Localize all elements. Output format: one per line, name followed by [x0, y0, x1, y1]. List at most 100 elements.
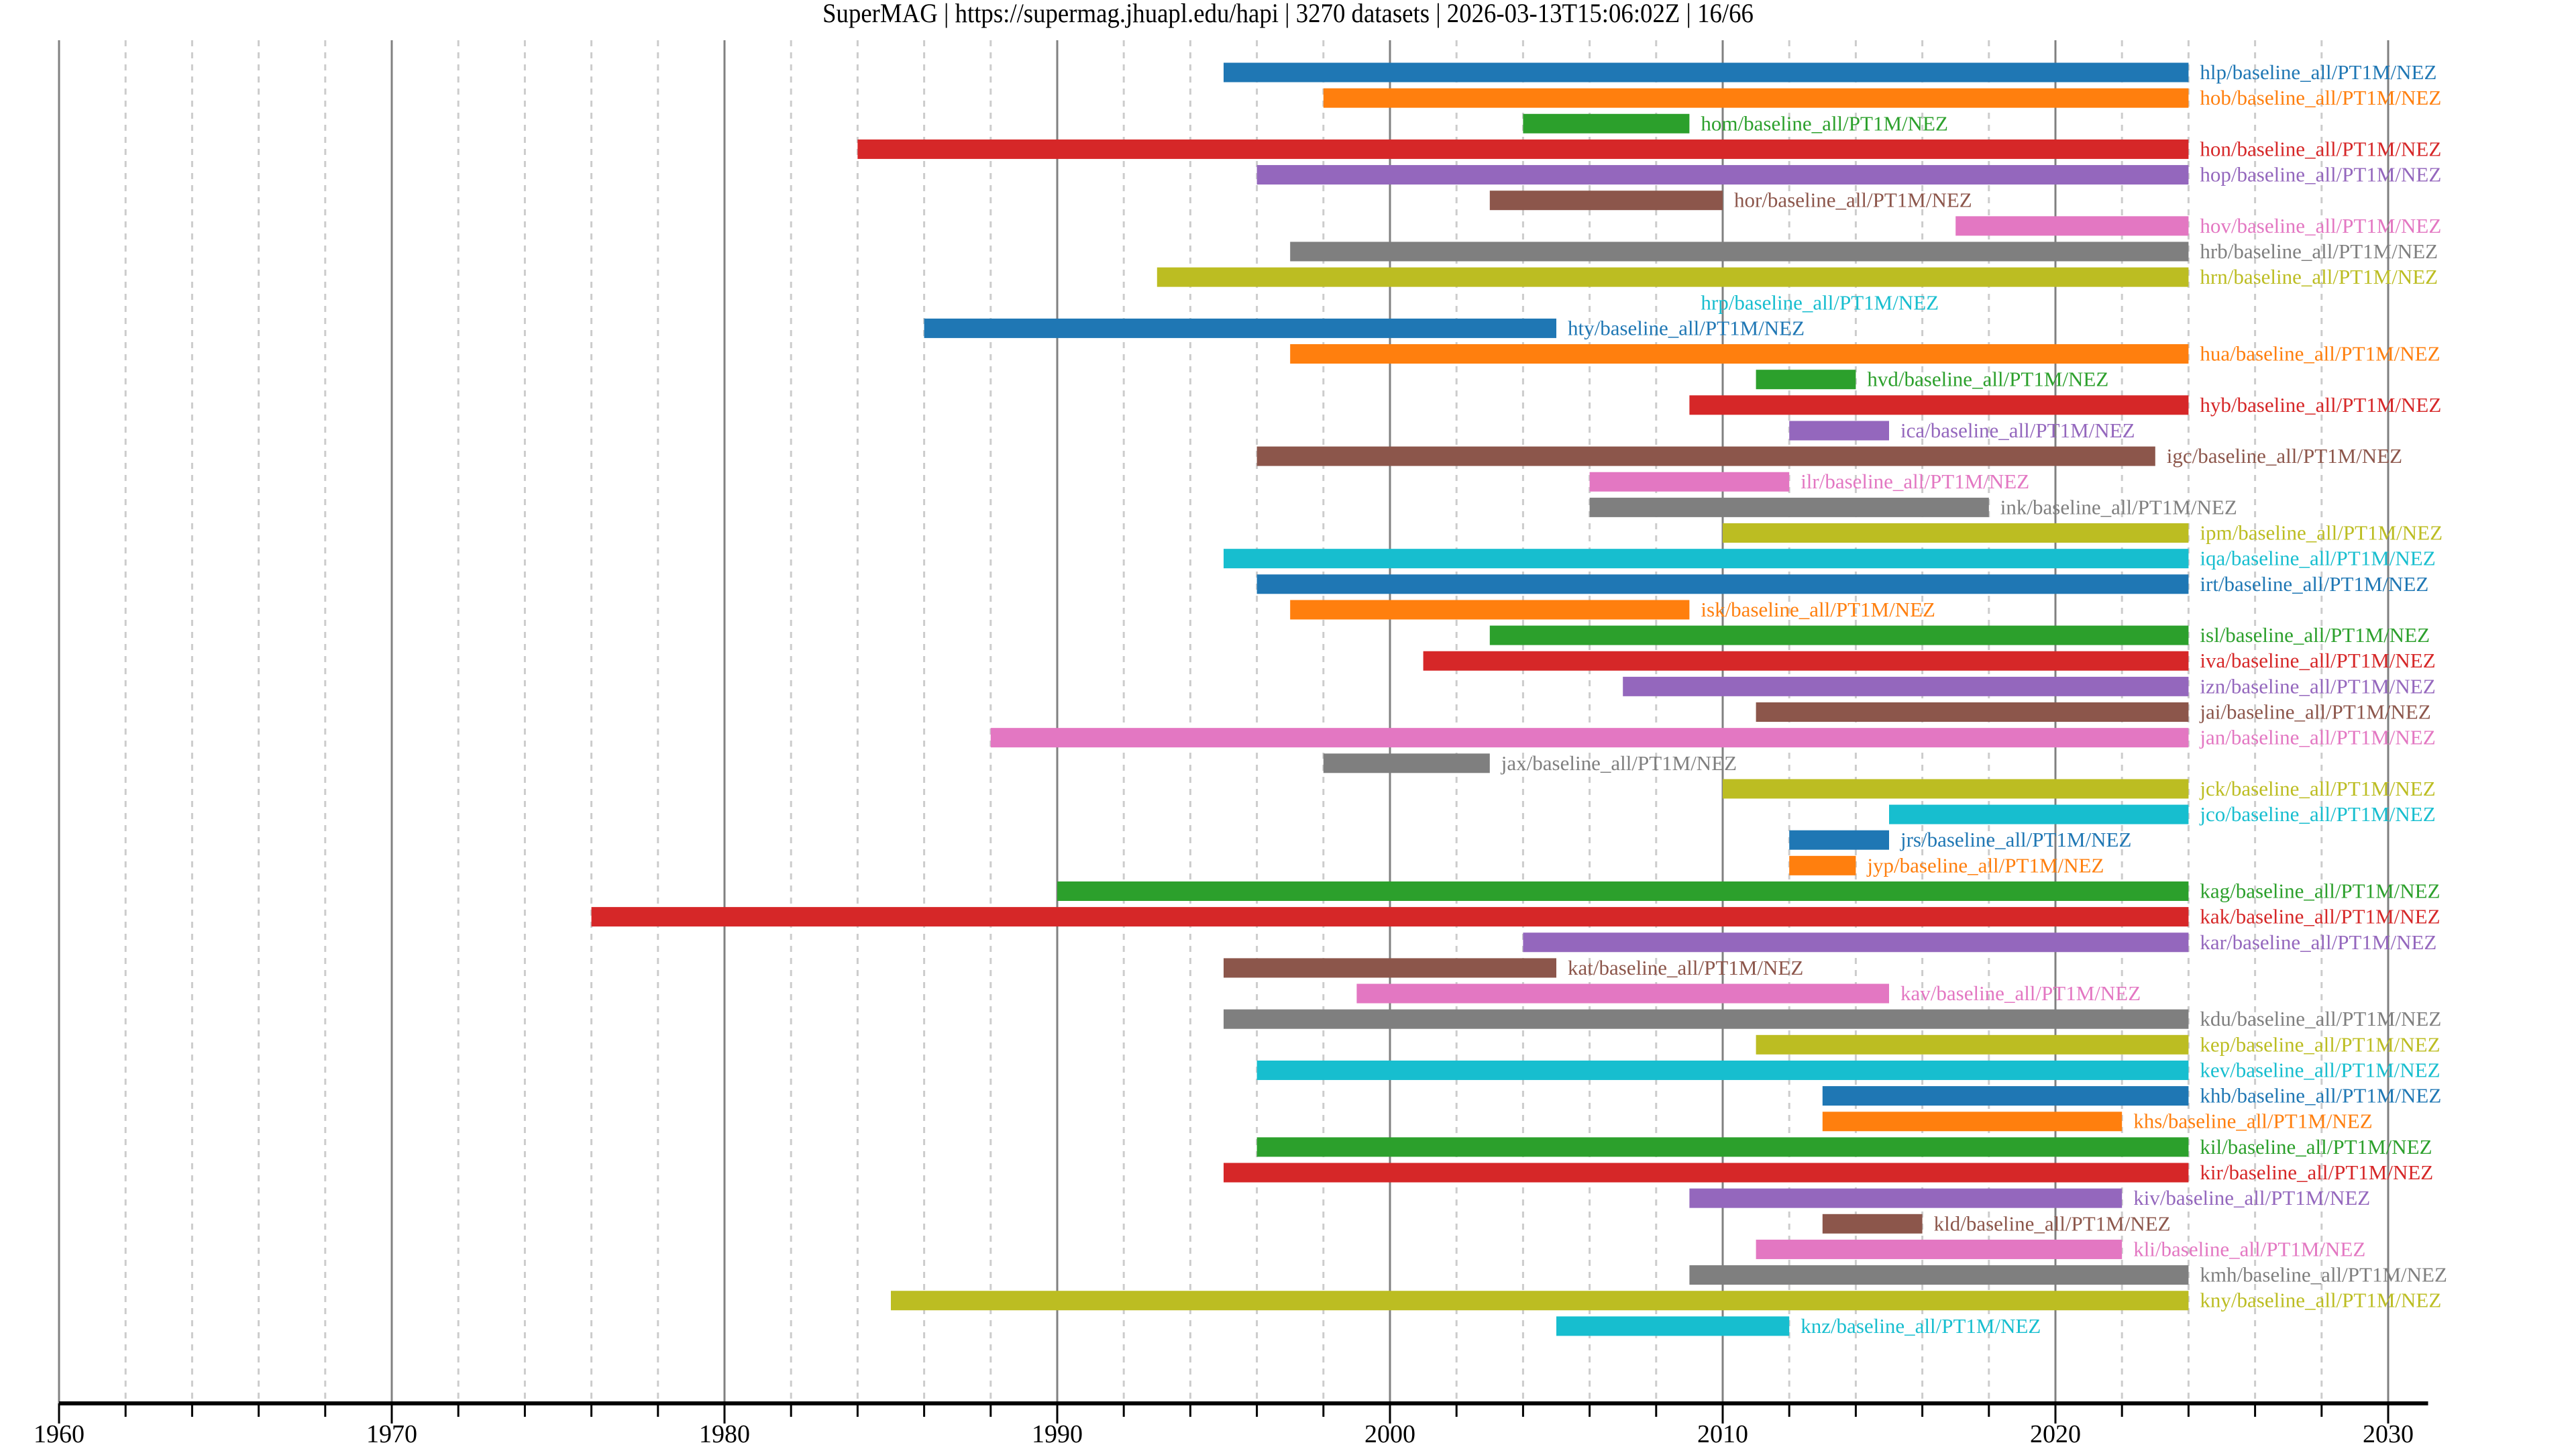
- x-tick-label: 1960: [34, 1420, 85, 1448]
- dataset-bar: [1256, 165, 2189, 185]
- dataset-label: hor/baseline_all/PT1M/NEZ: [1734, 189, 1972, 212]
- dataset-bar: [1756, 702, 2189, 722]
- dataset-bar: [1224, 549, 2189, 569]
- dataset-bar: [924, 318, 1556, 338]
- dataset-label: isk/baseline_all/PT1M/NEZ: [1701, 598, 1935, 621]
- dataset-label: khb/baseline_all/PT1M/NEZ: [2200, 1084, 2441, 1108]
- dataset-bar: [1224, 1009, 2189, 1029]
- dataset-label: jai/baseline_all/PT1M/NEZ: [2199, 700, 2430, 724]
- dataset-label: kil/baseline_all/PT1M/NEZ: [2200, 1135, 2432, 1159]
- dataset-label: iqa/baseline_all/PT1M/NEZ: [2200, 547, 2435, 570]
- dataset-bar: [1323, 88, 2189, 108]
- dataset-bar: [1822, 1112, 2123, 1132]
- dataset-bar: [1822, 1086, 2189, 1106]
- dataset-label: kar/baseline_all/PT1M/NEZ: [2200, 930, 2436, 954]
- dataset-label: kld/baseline_all/PT1M/NEZ: [1934, 1212, 2171, 1235]
- dataset-label: izn/baseline_all/PT1M/NEZ: [2200, 674, 2435, 698]
- dataset-bar: [1290, 344, 2189, 364]
- dataset-label: hov/baseline_all/PT1M/NEZ: [2200, 214, 2441, 237]
- dataset-bar: [1224, 1163, 2189, 1183]
- dataset-label: jco/baseline_all/PT1M/NEZ: [2199, 802, 2435, 826]
- dataset-bar: [1623, 676, 2189, 696]
- dataset-label: kny/baseline_all/PT1M/NEZ: [2200, 1289, 2441, 1312]
- dataset-label: hon/baseline_all/PT1M/NEZ: [2200, 137, 2441, 160]
- dataset-bar: [1489, 191, 1723, 211]
- dataset-bar: [1057, 881, 2189, 901]
- dataset-label: ica/baseline_all/PT1M/NEZ: [1900, 419, 2135, 442]
- dataset-label: hua/baseline_all/PT1M/NEZ: [2200, 342, 2440, 366]
- dataset-label: irt/baseline_all/PT1M/NEZ: [2200, 572, 2428, 596]
- x-tick-label: 2030: [2363, 1420, 2414, 1448]
- dataset-label: hom/baseline_all/PT1M/NEZ: [1701, 111, 1948, 135]
- x-tick-label: 1980: [699, 1420, 750, 1448]
- dataset-label: kli/baseline_all/PT1M/NEZ: [2133, 1237, 2365, 1260]
- dataset-bar: [1423, 651, 2189, 671]
- dataset-bar: [1789, 855, 1856, 875]
- dataset-label: kav/baseline_all/PT1M/NEZ: [1900, 981, 2141, 1005]
- dataset-bar: [1256, 1137, 2189, 1157]
- dataset-bar: [1157, 267, 2189, 287]
- dataset-label: jyp/baseline_all/PT1M/NEZ: [1866, 853, 2104, 877]
- dataset-label: kmh/baseline_all/PT1M/NEZ: [2200, 1263, 2447, 1287]
- dataset-bar: [1290, 241, 2189, 262]
- dataset-label: kag/baseline_all/PT1M/NEZ: [2200, 879, 2440, 902]
- dataset-bar: [1589, 497, 1989, 517]
- dataset-bar: [1689, 395, 2189, 415]
- dataset-bar: [1523, 113, 1690, 133]
- dataset-label: kak/baseline_all/PT1M/NEZ: [2200, 905, 2440, 928]
- chart-title: SuperMAG | https://supermag.jhuapl.edu/h…: [822, 0, 1754, 28]
- dataset-label: hrb/baseline_all/PT1M/NEZ: [2200, 239, 2438, 263]
- dataset-bar: [990, 728, 2189, 748]
- dataset-label: kiv/baseline_all/PT1M/NEZ: [2133, 1186, 2370, 1210]
- dataset-label: jck/baseline_all/PT1M/NEZ: [2199, 777, 2435, 800]
- dataset-bar: [1723, 523, 2189, 543]
- dataset-bar: [591, 907, 2189, 927]
- dataset-bar: [1556, 1316, 1790, 1336]
- dataset-label: hlp/baseline_all/PT1M/NEZ: [2200, 60, 2436, 84]
- dataset-bar: [1789, 830, 1889, 850]
- dataset-bar: [1789, 421, 1889, 441]
- dataset-label: hop/baseline_all/PT1M/NEZ: [2200, 163, 2441, 186]
- dataset-label: hyb/baseline_all/PT1M/NEZ: [2200, 393, 2441, 417]
- dataset-label: kir/baseline_all/PT1M/NEZ: [2200, 1161, 2433, 1184]
- dataset-bar: [1523, 932, 2189, 953]
- dataset-label: kat/baseline_all/PT1M/NEZ: [1568, 956, 1803, 979]
- x-tick-label: 1970: [366, 1420, 417, 1448]
- dataset-label: jax/baseline_all/PT1M/NEZ: [1501, 751, 1737, 775]
- dataset-bar: [891, 1291, 2189, 1311]
- dataset-label: igc/baseline_all/PT1M/NEZ: [2167, 444, 2402, 468]
- dataset-bar: [1256, 446, 2155, 466]
- dataset-label: jrs/baseline_all/PT1M/NEZ: [1900, 828, 2131, 851]
- dataset-bar: [1256, 1060, 2189, 1080]
- dataset-label: kep/baseline_all/PT1M/NEZ: [2200, 1032, 2440, 1056]
- dataset-label: hty/baseline_all/PT1M/NEZ: [1568, 316, 1805, 339]
- dataset-label: ipm/baseline_all/PT1M/NEZ: [2200, 521, 2443, 545]
- dataset-bar: [1689, 1265, 2189, 1285]
- dataset-label: jan/baseline_all/PT1M/NEZ: [2199, 726, 2435, 749]
- dataset-label: iva/baseline_all/PT1M/NEZ: [2200, 649, 2435, 672]
- dataset-bar: [1224, 62, 2189, 83]
- dataset-label: hvd/baseline_all/PT1M/NEZ: [1867, 368, 2108, 391]
- dataset-bar: [1822, 1214, 1923, 1234]
- dataset-bar: [1756, 370, 1856, 390]
- dataset-bar: [1889, 804, 2189, 824]
- dataset-label: hrn/baseline_all/PT1M/NEZ: [2200, 265, 2438, 288]
- dataset-bar: [1323, 753, 1490, 773]
- dataset-label: kdu/baseline_all/PT1M/NEZ: [2200, 1007, 2441, 1030]
- x-tick-label: 2020: [2030, 1420, 2081, 1448]
- dataset-bar: [1955, 216, 2189, 236]
- dataset-label: ilr/baseline_all/PT1M/NEZ: [1801, 470, 2029, 493]
- dataset-bar: [1723, 779, 2189, 799]
- dataset-label: ink/baseline_all/PT1M/NEZ: [2000, 495, 2237, 519]
- dataset-bar: [1489, 625, 2189, 645]
- dataset-label: hrp/baseline_all/PT1M/NEZ: [1701, 290, 1939, 314]
- x-tick-label: 2000: [1364, 1420, 1415, 1448]
- x-tick-label: 2010: [1697, 1420, 1748, 1448]
- dataset-bar: [857, 139, 2189, 159]
- dataset-label: kev/baseline_all/PT1M/NEZ: [2200, 1058, 2440, 1081]
- dataset-bar: [1756, 1034, 2189, 1055]
- dataset-bar: [1689, 1188, 2123, 1208]
- dataset-bar: [1589, 472, 1790, 492]
- dataset-bar: [1224, 958, 1556, 978]
